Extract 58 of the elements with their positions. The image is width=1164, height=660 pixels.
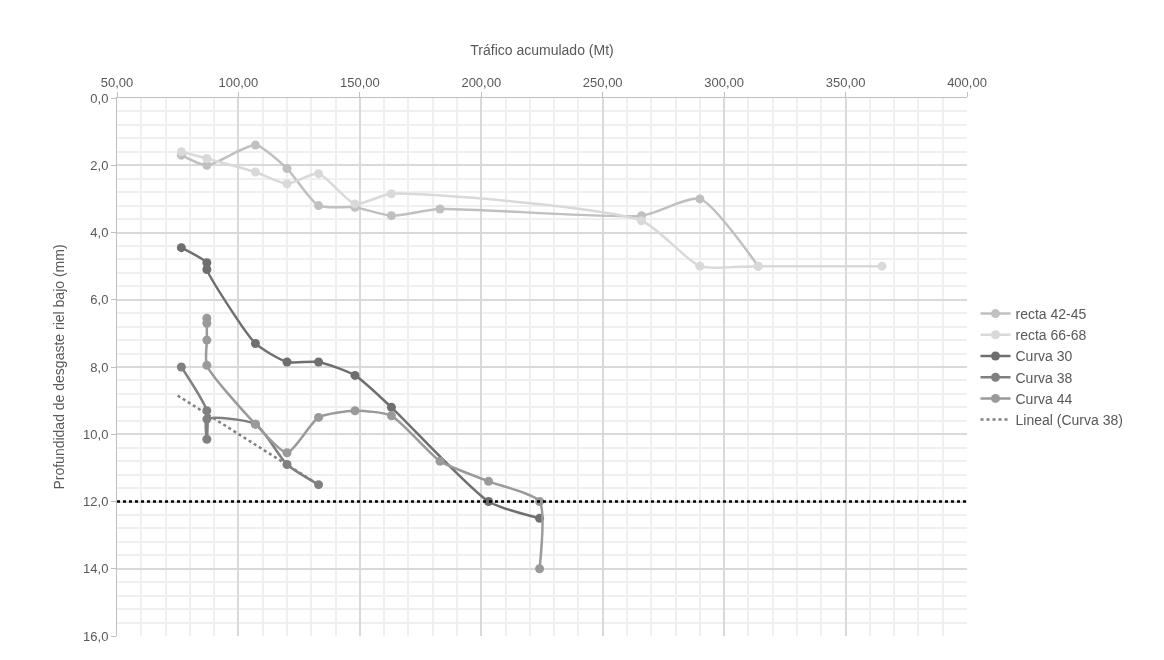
point xyxy=(314,480,324,490)
point xyxy=(202,360,212,370)
point xyxy=(877,261,887,271)
x-tick-label: 250,00 xyxy=(582,74,623,90)
point xyxy=(250,338,260,348)
point xyxy=(202,154,212,164)
y-axis-title: Profundidad de desgaste riel bajo (mm) xyxy=(50,244,67,490)
y-tick-label: 4,0 xyxy=(90,225,109,241)
legend-label: Curva 38 xyxy=(1015,369,1073,386)
point xyxy=(350,406,360,416)
y-tick-label: 16,0 xyxy=(83,628,109,644)
point xyxy=(435,204,445,214)
point xyxy=(314,357,324,367)
point xyxy=(314,412,324,422)
x-axis-title: Tráfico acumulado (Mt) xyxy=(470,42,614,59)
y-tick-label: 6,0 xyxy=(90,292,109,308)
legend-label: Curva 44 xyxy=(1015,390,1073,407)
point xyxy=(386,211,396,221)
x-tick-label: 350,00 xyxy=(825,74,866,90)
point xyxy=(350,370,360,380)
point xyxy=(484,476,494,486)
y-tick-label: 2,0 xyxy=(90,157,109,173)
point xyxy=(202,414,212,424)
x-tick-label: 200,00 xyxy=(461,74,502,90)
point xyxy=(282,448,292,458)
point xyxy=(176,243,186,253)
legend-label: Lineal (Curva 38) xyxy=(1015,412,1123,429)
point xyxy=(250,140,260,150)
x-tick-label: 100,00 xyxy=(218,74,259,90)
point xyxy=(202,434,212,444)
point xyxy=(435,456,445,466)
point xyxy=(282,357,292,367)
point xyxy=(637,216,647,226)
point xyxy=(695,261,705,271)
point xyxy=(386,411,396,421)
point xyxy=(314,169,324,179)
legend-label: recta 42-45 xyxy=(1015,306,1087,323)
x-tick-label: 50,00 xyxy=(100,74,134,90)
x-tick-label: 400,00 xyxy=(947,74,987,90)
point xyxy=(695,194,705,204)
y-tick-label: 12,0 xyxy=(83,494,109,510)
point xyxy=(250,167,260,177)
point xyxy=(386,402,396,412)
legend-label: recta 66-68 xyxy=(1015,327,1087,344)
x-tick-label: 300,00 xyxy=(704,74,745,90)
y-tick-label: 10,0 xyxy=(83,426,109,442)
legend-label: Curva 30 xyxy=(1015,348,1073,365)
y-tick-label: 0,0 xyxy=(90,90,109,106)
y-tick-label: 8,0 xyxy=(90,359,109,375)
point xyxy=(202,335,212,345)
point xyxy=(314,201,324,211)
point xyxy=(176,362,186,372)
point xyxy=(535,564,545,574)
x-tick-label: 150,00 xyxy=(339,74,380,90)
y-tick-label: 14,0 xyxy=(83,561,109,577)
point xyxy=(386,189,396,199)
point xyxy=(282,179,292,189)
point xyxy=(282,164,292,174)
